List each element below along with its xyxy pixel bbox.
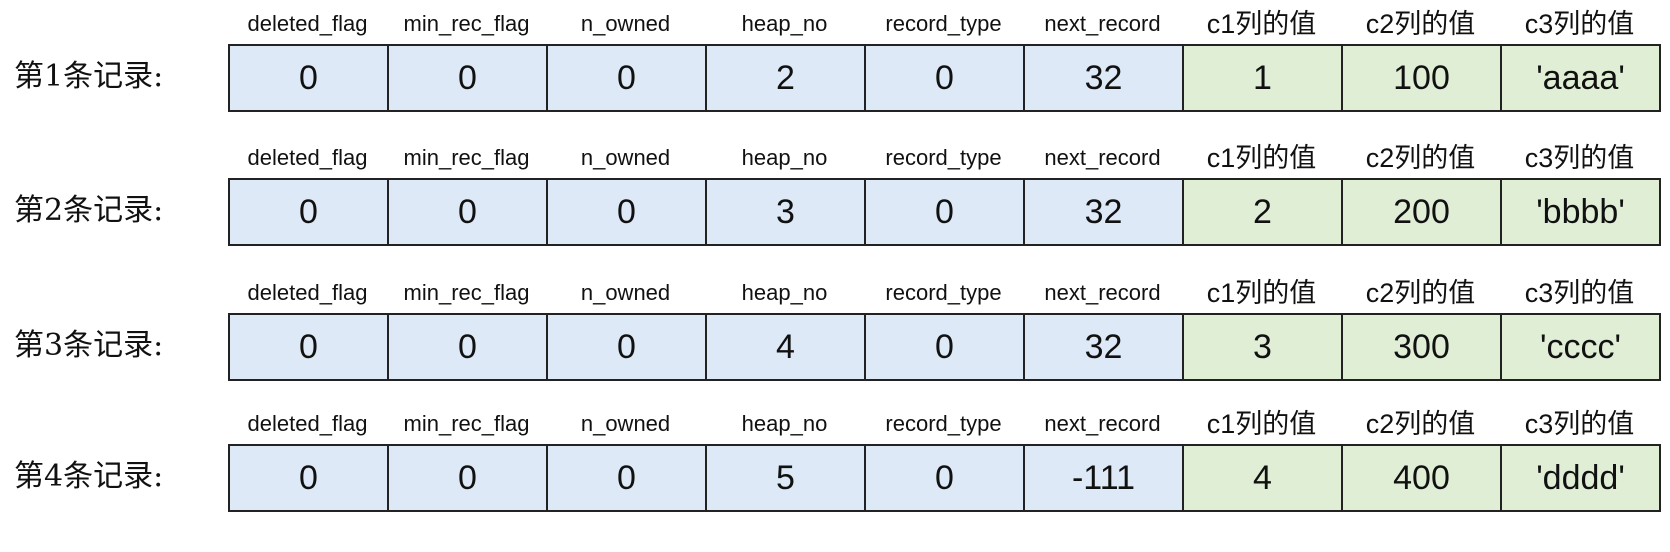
- field-header: n_owned: [580, 411, 671, 436]
- header-info-cell: -111: [1025, 446, 1184, 510]
- field-header: c2列的值: [1365, 278, 1476, 308]
- header-info-cell: 0: [230, 46, 389, 110]
- header-info-cell: 5: [707, 446, 866, 510]
- field-header: deleted_flag: [247, 11, 368, 36]
- header-info-cell: 0: [230, 315, 389, 379]
- field-header: min_rec_flag: [403, 280, 530, 305]
- field-header: next_record: [1044, 11, 1161, 36]
- record-block-4: 第4条记录: deleted_flag min_rec_flag n_owned hea…: [0, 404, 1670, 516]
- column-value-cell: 'cccc': [1502, 315, 1659, 379]
- field-header: heap_no: [741, 280, 828, 305]
- field-header: c1列的值: [1206, 143, 1317, 173]
- record-label: 第1条记录:: [14, 59, 164, 94]
- record-value-row: 0 0 0 2 0 32 1 100'aaaa': [228, 44, 1661, 112]
- field-header: min_rec_flag: [403, 11, 530, 36]
- field-header: c3列的值: [1524, 9, 1635, 39]
- field-header: record_type: [885, 145, 1002, 170]
- column-value-cell: 'bbbb': [1502, 180, 1659, 244]
- record-block-3: 第3条记录: deleted_flag min_rec_flag n_owned hea…: [0, 273, 1670, 385]
- column-value-cell: 200: [1343, 180, 1502, 244]
- field-header-row: deleted_flag min_rec_flag n_owned heap_no re…: [228, 138, 1659, 178]
- header-info-cell: 0: [389, 180, 548, 244]
- header-info-cell: 32: [1025, 180, 1184, 244]
- header-info-cell: 3: [707, 180, 866, 244]
- column-value-cell: 4: [1184, 446, 1343, 510]
- header-info-cell: 32: [1025, 315, 1184, 379]
- column-value-cell: 400: [1343, 446, 1502, 510]
- header-info-cell: 0: [866, 446, 1025, 510]
- header-info-cell: 0: [389, 315, 548, 379]
- header-info-cell: 0: [548, 315, 707, 379]
- field-header: record_type: [885, 280, 1002, 305]
- field-header: deleted_flag: [247, 280, 368, 305]
- record-value-row: 0 0 0 3 0 32 2 200'bbbb': [228, 178, 1661, 246]
- header-info-cell: 0: [866, 180, 1025, 244]
- header-info-cell: 0: [548, 446, 707, 510]
- field-header: deleted_flag: [247, 411, 368, 436]
- field-header-row: deleted_flag min_rec_flag n_owned heap_no re…: [228, 273, 1659, 313]
- field-header: c3列的值: [1524, 278, 1635, 308]
- field-header: next_record: [1044, 411, 1161, 436]
- column-value-cell: 100: [1343, 46, 1502, 110]
- column-value-cell: 1: [1184, 46, 1343, 110]
- field-header: c2列的值: [1365, 143, 1476, 173]
- record-value-row: 0 0 0 5 0 -111 4 400'dddd': [228, 444, 1661, 512]
- field-header: n_owned: [580, 145, 671, 170]
- header-info-cell: 32: [1025, 46, 1184, 110]
- header-info-cell: 0: [866, 315, 1025, 379]
- header-info-cell: 0: [389, 46, 548, 110]
- header-info-cell: 2: [707, 46, 866, 110]
- record-block-1: 第1条记录: deleted_flag min_rec_flag n_owned hea…: [0, 4, 1670, 116]
- field-header: min_rec_flag: [403, 411, 530, 436]
- field-header: c1列的值: [1206, 9, 1317, 39]
- record-value-row: 0 0 0 4 0 32 3 300'cccc': [228, 313, 1661, 381]
- field-header: next_record: [1044, 145, 1161, 170]
- field-header: n_owned: [580, 11, 671, 36]
- field-header: min_rec_flag: [403, 145, 530, 170]
- field-header: c1列的值: [1206, 278, 1317, 308]
- record-label: 第3条记录:: [14, 328, 164, 363]
- field-header: heap_no: [741, 145, 828, 170]
- field-header: c3列的值: [1524, 143, 1635, 173]
- field-header: heap_no: [741, 411, 828, 436]
- column-value-cell: 300: [1343, 315, 1502, 379]
- column-value-cell: 'dddd': [1502, 446, 1659, 510]
- header-info-cell: 0: [548, 180, 707, 244]
- record-label: 第2条记录:: [14, 193, 164, 228]
- column-value-cell: 2: [1184, 180, 1343, 244]
- field-header: next_record: [1044, 280, 1161, 305]
- field-header-row: deleted_flag min_rec_flag n_owned heap_no re…: [228, 404, 1659, 444]
- header-info-cell: 0: [230, 180, 389, 244]
- record-label: 第4条记录:: [14, 459, 164, 494]
- field-header: deleted_flag: [247, 145, 368, 170]
- column-value-cell: 'aaaa': [1502, 46, 1659, 110]
- field-header: n_owned: [580, 280, 671, 305]
- field-header: record_type: [885, 411, 1002, 436]
- field-header-row: deleted_flag min_rec_flag n_owned heap_no re…: [228, 4, 1659, 44]
- header-info-cell: 0: [389, 446, 548, 510]
- header-info-cell: 0: [230, 446, 389, 510]
- header-info-cell: 4: [707, 315, 866, 379]
- column-value-cell: 3: [1184, 315, 1343, 379]
- header-info-cell: 0: [866, 46, 1025, 110]
- field-header: heap_no: [741, 11, 828, 36]
- record-block-2: 第2条记录: deleted_flag min_rec_flag n_owned hea…: [0, 138, 1670, 250]
- field-header: c1列的值: [1206, 409, 1317, 439]
- header-info-cell: 0: [548, 46, 707, 110]
- field-header: record_type: [885, 11, 1002, 36]
- field-header: c3列的值: [1524, 409, 1635, 439]
- field-header: c2列的值: [1365, 9, 1476, 39]
- field-header: c2列的值: [1365, 409, 1476, 439]
